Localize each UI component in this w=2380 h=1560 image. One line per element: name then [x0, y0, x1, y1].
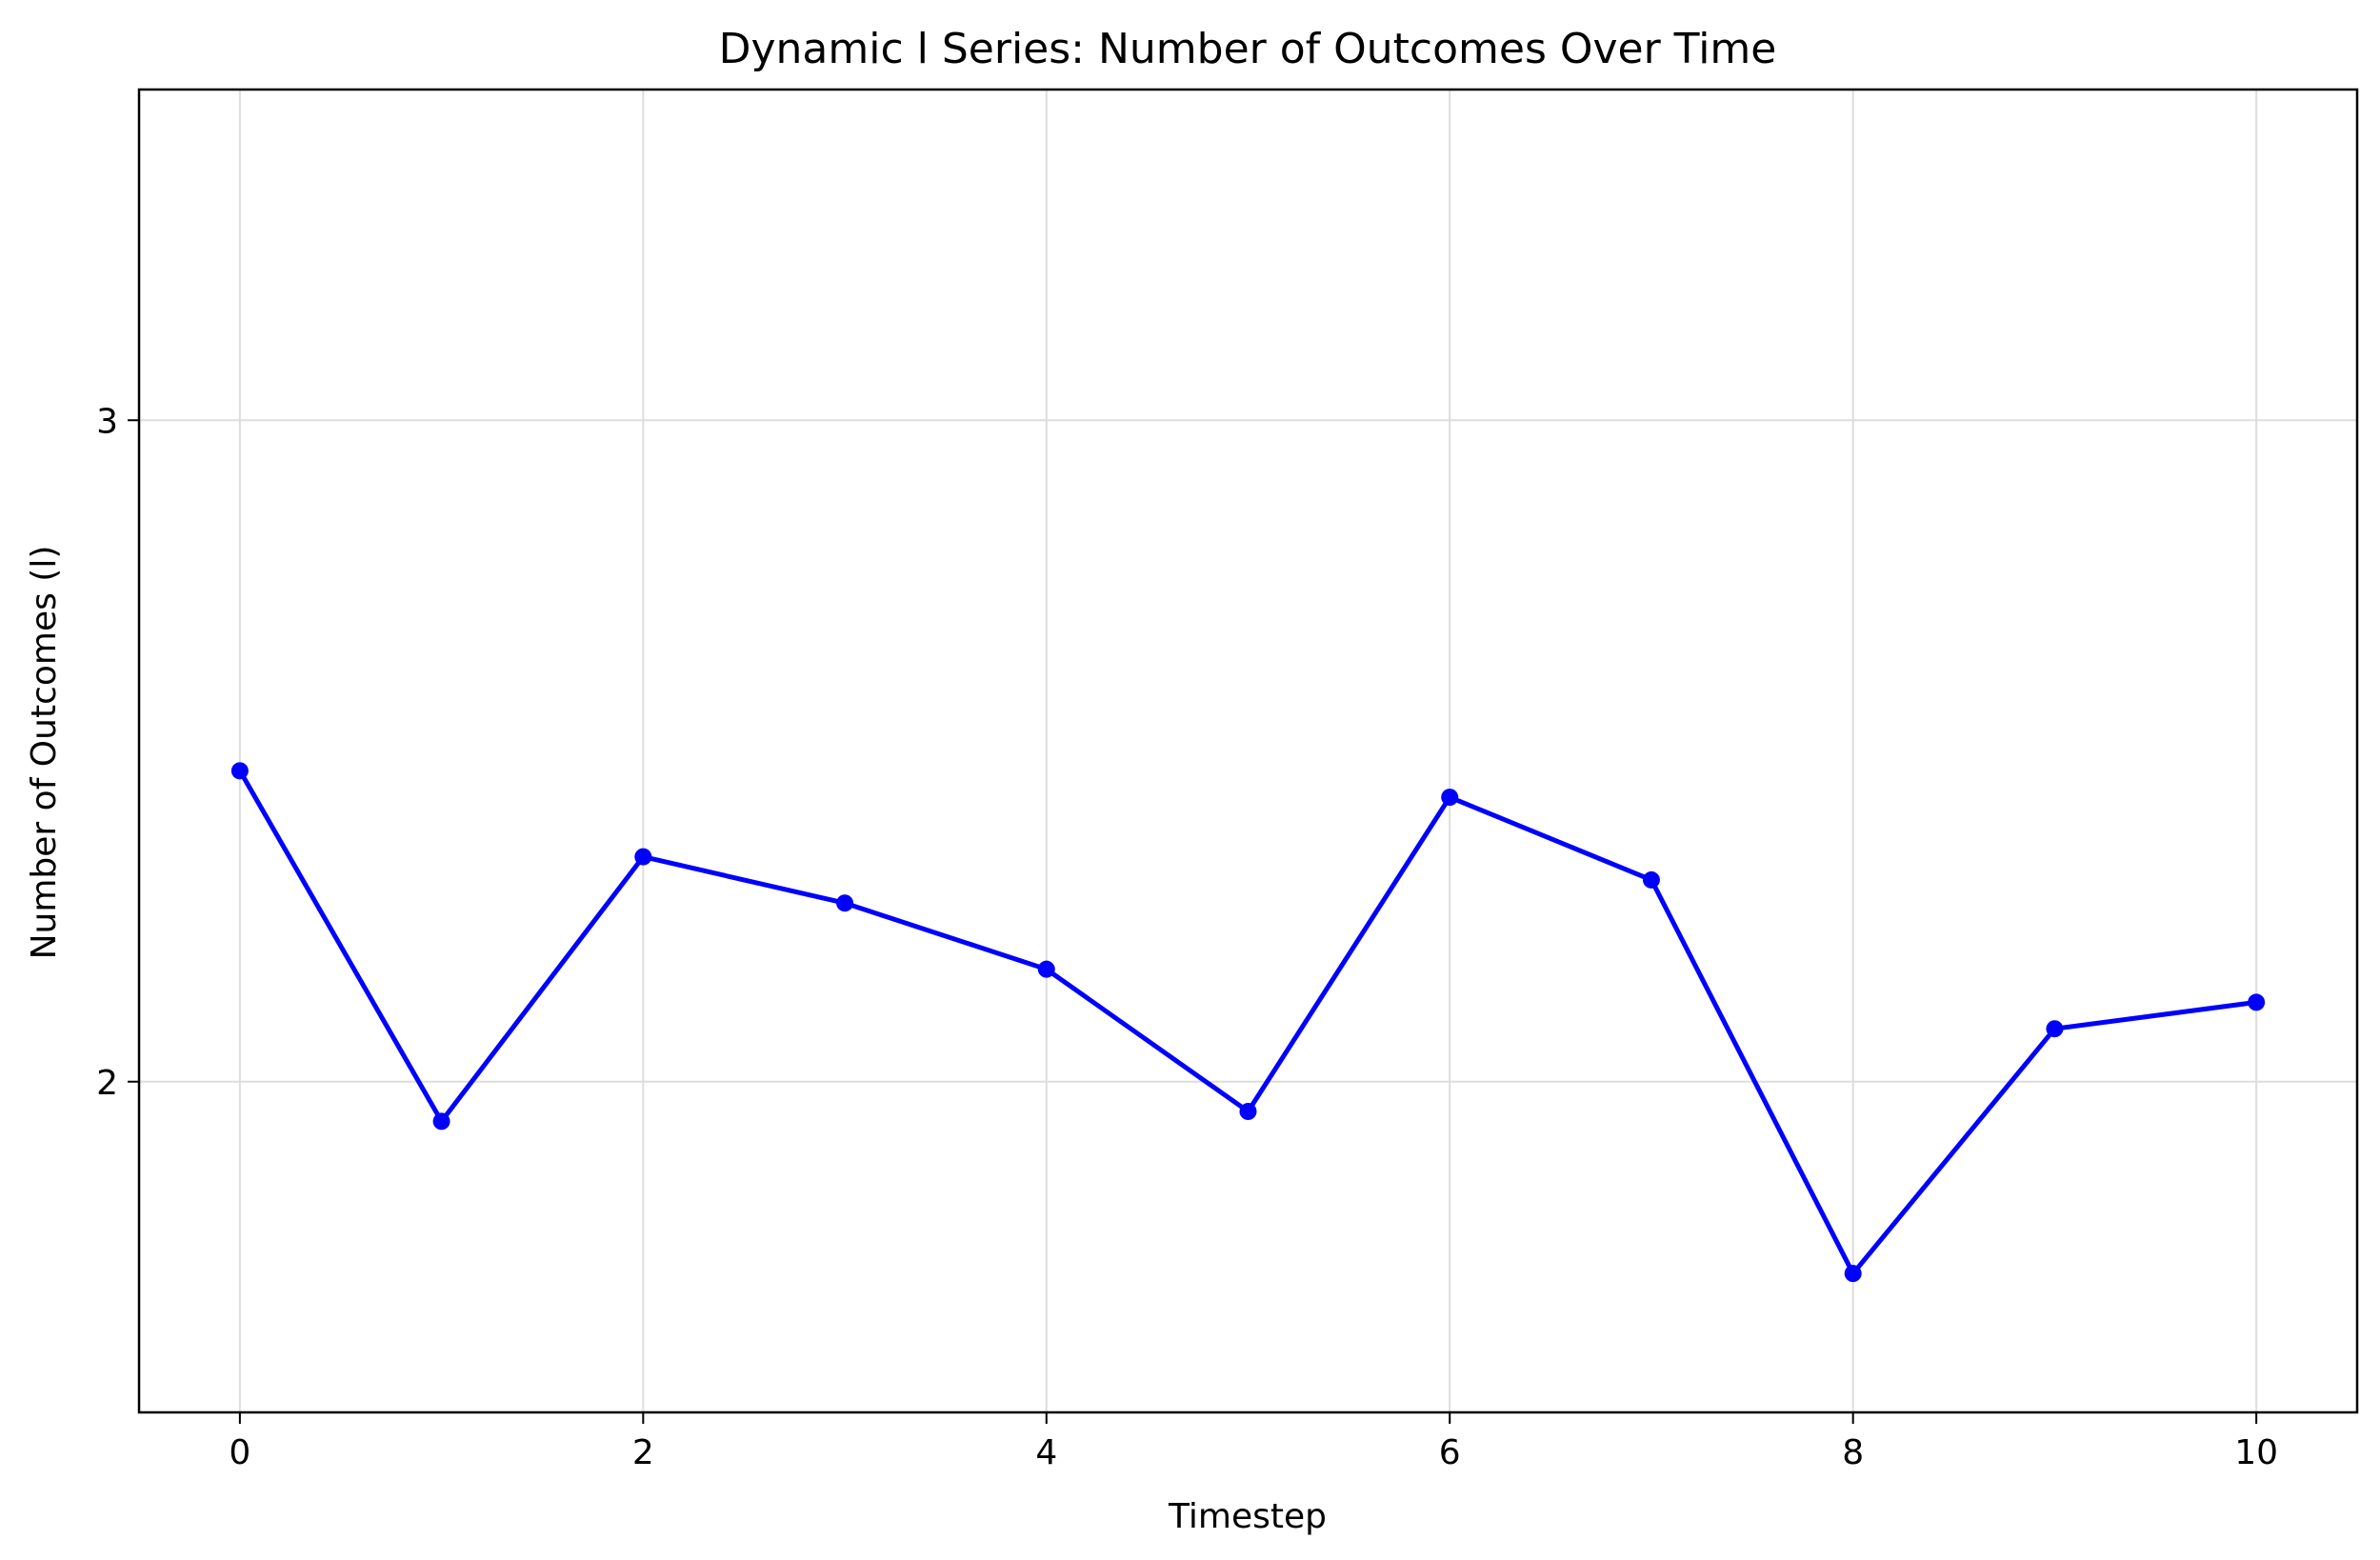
- data-point: [836, 894, 854, 912]
- chart-title: Dynamic l Series: Number of Outcomes Ove…: [719, 25, 1777, 73]
- data-point: [1441, 789, 1459, 807]
- data-point: [432, 1112, 450, 1130]
- grid: [139, 90, 2357, 1412]
- data-point: [1642, 870, 1660, 889]
- x-tick-label: 0: [229, 1433, 250, 1472]
- data-point: [1844, 1265, 1862, 1283]
- axis-ticks: 0 2 4 6 8 10 2 3: [96, 402, 2278, 1472]
- series-layer: [230, 762, 2266, 1283]
- y-tick-label: 2: [96, 1064, 118, 1103]
- x-tick-label: 10: [2234, 1433, 2278, 1472]
- x-tick-label: 2: [632, 1433, 654, 1472]
- data-point: [2046, 1020, 2064, 1038]
- data-point: [634, 848, 652, 866]
- data-point: [1037, 960, 1055, 978]
- y-tick-label: 3: [96, 402, 118, 441]
- x-axis-label: Timestep: [1168, 1497, 1327, 1536]
- x-tick-label: 4: [1035, 1433, 1057, 1472]
- x-tick-label: 8: [1842, 1433, 1864, 1472]
- x-tick-label: 6: [1439, 1433, 1461, 1472]
- data-point: [1239, 1103, 1257, 1121]
- data-point: [2248, 993, 2266, 1011]
- plot-frame: [137, 88, 2359, 1414]
- data-point: [230, 762, 249, 780]
- y-axis-label: Number of Outcomes (l): [25, 546, 64, 960]
